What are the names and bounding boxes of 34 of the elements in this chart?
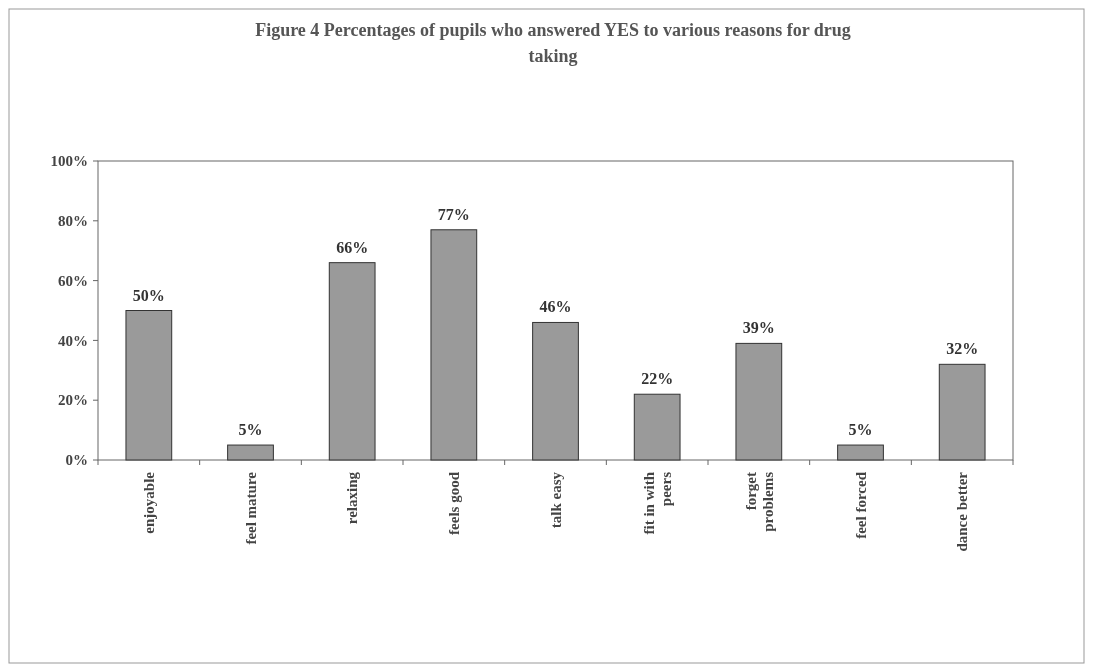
bar (837, 444, 884, 461)
data-label: 50% (132, 286, 165, 304)
bar (328, 262, 376, 461)
x-tick-label: feels good (446, 471, 463, 535)
data-label: 5% (238, 421, 263, 439)
x-tick-label: dance better (954, 471, 971, 552)
y-tick-label: 0% (65, 452, 88, 469)
data-label: 39% (742, 319, 775, 337)
data-label: 77% (437, 205, 470, 223)
data-label: 32% (946, 340, 979, 358)
bar (430, 229, 478, 461)
data-label: 46% (539, 298, 572, 316)
x-tick-label: relaxing (344, 471, 361, 525)
x-tick-label: forget problems (742, 471, 776, 532)
x-tick-label: talk easy (547, 471, 564, 529)
bar (125, 310, 173, 461)
y-tick-label: 40% (58, 332, 88, 349)
bar (633, 393, 681, 461)
x-tick-label: fit in with peers (640, 471, 674, 535)
y-tick-label: 80% (58, 213, 88, 230)
bar (532, 321, 579, 461)
y-tick-label: 20% (58, 392, 88, 409)
data-label: 5% (848, 421, 873, 439)
x-tick-label: feel forced (852, 471, 869, 539)
y-tick-label: 60% (58, 272, 88, 289)
x-tick-label: enjoyable (141, 471, 158, 534)
data-label: 22% (641, 370, 674, 388)
bar (227, 444, 274, 461)
bar (735, 342, 783, 461)
y-tick-label: 100% (50, 153, 88, 170)
x-tick-label: feel mature (242, 471, 259, 545)
data-label: 66% (336, 238, 369, 256)
bar (938, 363, 986, 461)
chart-title: Figure 4 Percentages of pupils who answered YES to various reasons for drug taking (255, 20, 851, 66)
